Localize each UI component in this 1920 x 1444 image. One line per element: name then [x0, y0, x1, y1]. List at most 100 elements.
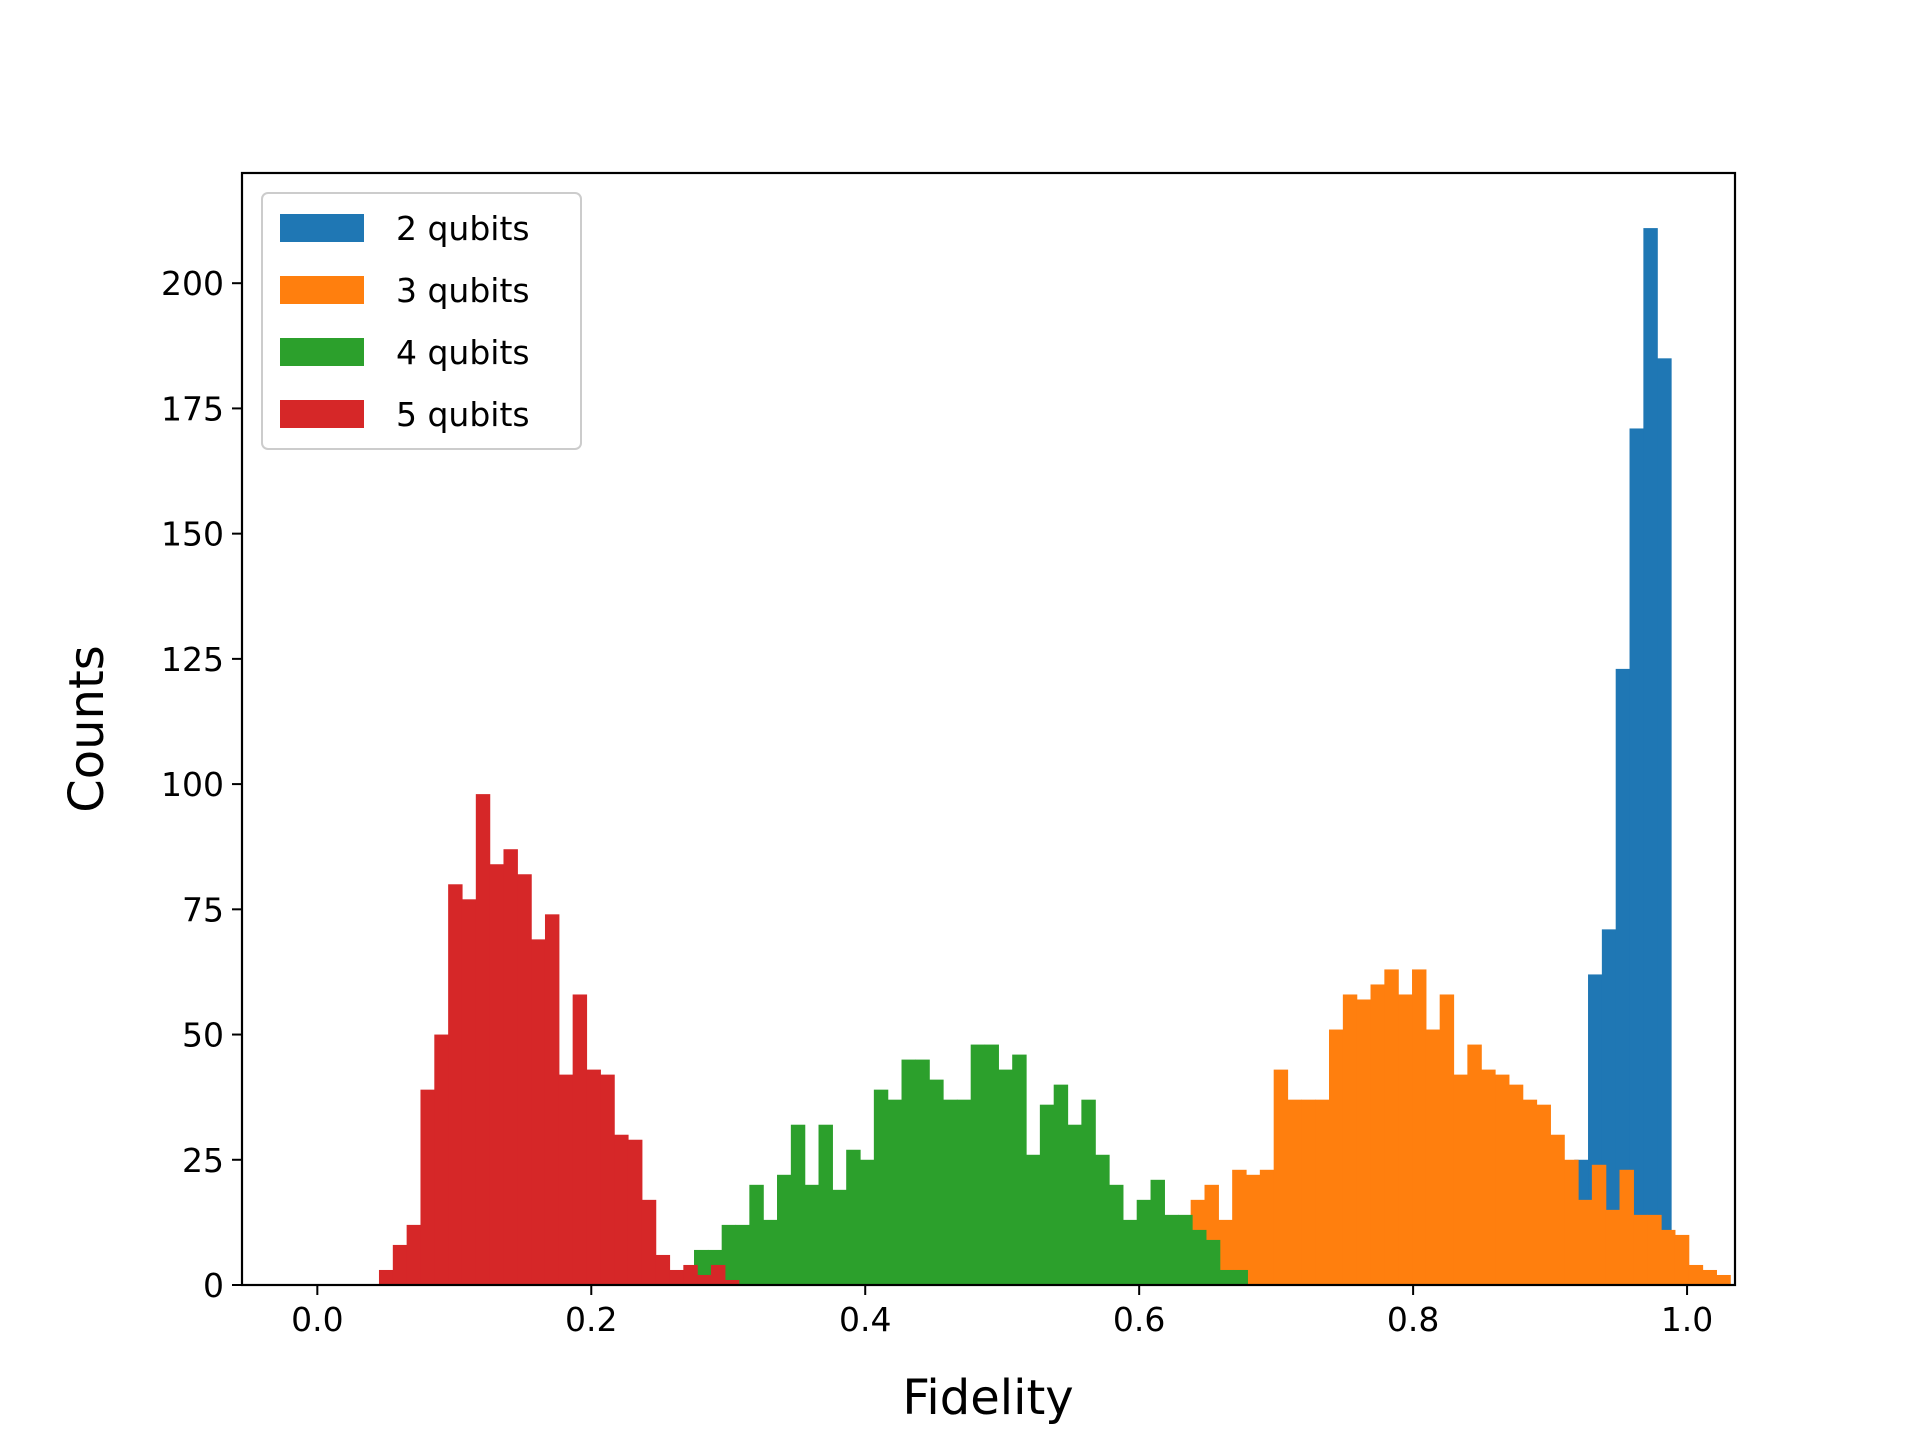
histogram-bar-3-qubits-7: [1273, 1069, 1289, 1285]
histogram-bar-4-qubits-10: [832, 1189, 847, 1285]
histogram-bar-5-qubits-0: [378, 1269, 394, 1285]
y-axis-label: Counts: [59, 645, 115, 813]
histogram-bar-3-qubits-20: [1453, 1074, 1468, 1285]
histogram-bar-4-qubits-6: [777, 1174, 792, 1285]
histogram-bar-3-qubits-34: [1647, 1214, 1662, 1285]
histogram-bar-5-qubits-18: [627, 1139, 643, 1285]
histogram-bar-4-qubits-39: [1233, 1269, 1248, 1285]
histogram-bar-4-qubits-23: [1012, 1054, 1027, 1285]
histogram-bar-3-qubits-26: [1536, 1104, 1551, 1285]
histogram-bar-3-qubits-9: [1301, 1099, 1316, 1285]
histogram-bar-5-qubits-4: [434, 1034, 449, 1285]
x-tick-label: 0.0: [291, 1300, 343, 1339]
histogram-bar-2-qubits-5: [1629, 428, 1644, 1286]
histogram-bar-3-qubits-17: [1412, 969, 1427, 1285]
histogram-bar-4-qubits-38: [1219, 1269, 1235, 1285]
histogram-bar-5-qubits-13: [558, 1074, 574, 1285]
histogram-bar-5-qubits-17: [614, 1134, 629, 1285]
histogram-bar-2-qubits-6: [1643, 228, 1658, 1286]
histogram-bar-4-qubits-7: [790, 1124, 806, 1285]
y-tick-label: 75: [182, 890, 224, 929]
histogram-bar-3-qubits-8: [1287, 1099, 1302, 1285]
histogram-bar-5-qubits-9: [503, 849, 518, 1285]
histogram-bar-4-qubits-21: [984, 1044, 999, 1285]
legend-label: 2 qubits: [396, 209, 530, 248]
y-axis-ticks: 0 25 50 75 100 125 150 175 200: [161, 264, 242, 1305]
histogram-bar-4-qubits-24: [1026, 1154, 1041, 1285]
histogram-bar-3-qubits-11: [1329, 1029, 1344, 1285]
histogram-bar-3-qubits-19: [1439, 994, 1455, 1285]
histogram-bar-5-qubits-10: [517, 874, 532, 1285]
histogram-bar-3-qubits-6: [1259, 1169, 1275, 1285]
histogram-bar-5-qubits-24: [710, 1264, 726, 1285]
histogram-bar-4-qubits-8: [804, 1184, 820, 1285]
histogram-bar-4-qubits-35: [1178, 1214, 1193, 1285]
histogram-bar-5-qubits-3: [420, 1089, 435, 1285]
histogram-bar-3-qubits-29: [1578, 1199, 1593, 1285]
histogram-bar-4-qubits-4: [749, 1184, 764, 1285]
histogram-bar-3-qubits-31: [1605, 1209, 1621, 1285]
histogram-bar-3-qubits-24: [1508, 1084, 1524, 1285]
histogram-bar-5-qubits-12: [544, 914, 560, 1285]
histogram-bar-5-qubits-19: [641, 1199, 657, 1285]
histogram-bar-3-qubits-10: [1315, 1099, 1330, 1285]
histogram-bar-5-qubits-7: [475, 794, 491, 1285]
histogram-bar-3-qubits-39: [1716, 1274, 1731, 1285]
histogram-bar-4-qubits-27: [1067, 1124, 1082, 1285]
legend-frame: [261, 192, 582, 450]
histogram-bar-3-qubits-35: [1661, 1229, 1676, 1285]
histogram-bar-3-qubits-3: [1218, 1219, 1233, 1285]
legend-label: 4 qubits: [396, 333, 530, 372]
histogram-bar-4-qubits-11: [846, 1149, 861, 1285]
legend-swatch: [280, 338, 364, 366]
y-tick-label: 150: [161, 515, 224, 554]
legend-label: 5 qubits: [396, 395, 530, 434]
histogram-bar-3-qubits-14: [1370, 984, 1385, 1285]
histogram-bar-5-qubits-15: [586, 1069, 601, 1285]
histogram-bar-3-qubits-21: [1467, 1044, 1482, 1285]
histogram-bar-4-qubits-33: [1150, 1179, 1165, 1285]
histogram-bar-4-qubits-5: [763, 1219, 778, 1285]
histogram-bar-4-qubits-16: [915, 1059, 930, 1285]
legend-label: 3 qubits: [396, 271, 530, 310]
histogram-bar-3-qubits-5: [1246, 1174, 1261, 1285]
x-axis-ticks: 0.0 0.2 0.4 0.6 0.8 1.0: [291, 1285, 1713, 1339]
histogram-bar-5-qubits-21: [669, 1269, 684, 1285]
histogram-bar-4-qubits-36: [1192, 1229, 1207, 1285]
histogram-bar-4-qubits-20: [970, 1044, 986, 1285]
bars-layer: [378, 228, 1731, 1286]
histogram-bar-5-qubits-22: [683, 1264, 698, 1285]
histogram-bar-4-qubits-31: [1122, 1219, 1138, 1285]
plot-frame: [240, 171, 1737, 1287]
histogram-bar-4-qubits-15: [901, 1059, 916, 1285]
histogram-bar-5-qubits-2: [406, 1224, 422, 1285]
histogram-bar-5-qubits-16: [600, 1074, 615, 1285]
histogram-bar-3-qubits-15: [1384, 969, 1399, 1285]
histogram-bar-5-qubits-8: [489, 864, 505, 1285]
histogram-bar-5-qubits-6: [461, 899, 477, 1285]
histogram-bar-3-qubits-32: [1619, 1169, 1634, 1285]
x-axis-label: Fidelity: [902, 1370, 1073, 1426]
histogram-bar-3-qubits-13: [1356, 999, 1372, 1285]
x-tick-label: 0.6: [1113, 1300, 1165, 1339]
histogram-bar-3-qubits-12: [1342, 994, 1358, 1285]
histogram-bar-3-qubits-22: [1481, 1069, 1496, 1285]
histogram-bar-4-qubits-18: [943, 1099, 958, 1285]
histogram-bar-4-qubits-34: [1164, 1214, 1179, 1285]
legend-swatch: [280, 214, 364, 242]
x-tick-label: 0.4: [839, 1300, 891, 1339]
legend-swatch: [280, 276, 364, 304]
histogram-bar-4-qubits-19: [956, 1099, 972, 1285]
histogram-bar-3-qubits-37: [1688, 1264, 1704, 1285]
y-tick-label: 125: [161, 640, 224, 679]
histogram-bar-3-qubits-27: [1550, 1134, 1565, 1285]
histogram-bar-5-qubits-20: [655, 1254, 671, 1285]
histogram-bar-4-qubits-9: [818, 1124, 833, 1285]
y-tick-label: 100: [161, 765, 224, 804]
x-tick-label: 1.0: [1661, 1300, 1713, 1339]
histogram-bar-3-qubits-4: [1232, 1169, 1247, 1285]
histogram-bar-3-qubits-38: [1702, 1269, 1717, 1285]
histogram-bar-5-qubits-1: [392, 1244, 408, 1285]
histogram-bar-3-qubits-30: [1591, 1164, 1607, 1285]
